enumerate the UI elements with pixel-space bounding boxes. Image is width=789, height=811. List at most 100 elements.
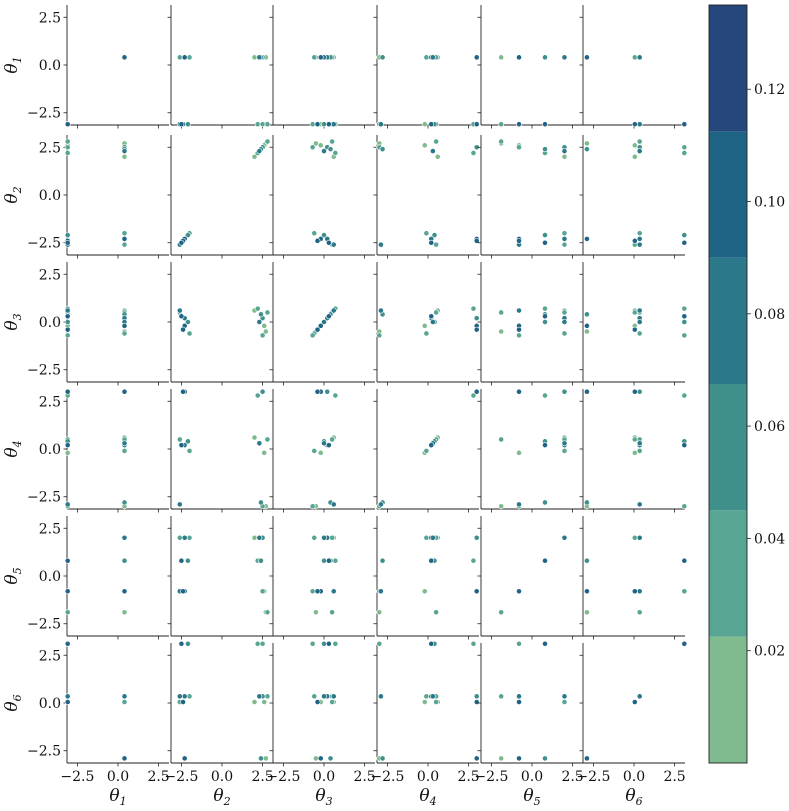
- scatter-point: [256, 148, 263, 154]
- x-tick-label: 0.0: [417, 769, 439, 785]
- panel-r4-c6: [579, 388, 688, 513]
- scatter-point: [516, 237, 522, 244]
- x-tick-label: −2.5: [370, 769, 404, 785]
- scatter-point: [181, 755, 188, 762]
- scatter-point: [254, 305, 261, 312]
- scatter-point: [428, 640, 435, 647]
- scatter-point: [636, 236, 643, 242]
- y-axis-label: θ3: [2, 313, 24, 330]
- scatter-point: [423, 448, 430, 454]
- scatter-point: [516, 699, 522, 705]
- scatter-point: [330, 693, 337, 700]
- scatter-point: [561, 440, 568, 447]
- scatter-point: [321, 440, 327, 447]
- scatter-point: [312, 755, 319, 762]
- y-tick-label: 2.5: [39, 10, 61, 26]
- scatter-point: [681, 144, 688, 151]
- scatter-point: [332, 150, 339, 156]
- scatter-point: [330, 501, 337, 508]
- scatter-point: [423, 230, 430, 237]
- y-tick-label: 0.0: [39, 696, 61, 712]
- scatter-point: [561, 699, 568, 705]
- scatter-point: [561, 148, 568, 154]
- scatter-point: [181, 54, 188, 61]
- scatter-point: [423, 693, 430, 700]
- scatter-point: [473, 388, 480, 395]
- scatter-point: [314, 326, 321, 333]
- scatter-point: [121, 148, 128, 154]
- panel-r4-c2: [167, 388, 273, 513]
- scatter-point: [180, 588, 186, 595]
- scatter-point: [317, 322, 324, 329]
- y-axis-label: θ6: [2, 694, 24, 711]
- panel-r1-c2: [167, 5, 273, 129]
- scatter-point: [321, 640, 327, 647]
- scatter-point: [254, 392, 261, 399]
- scatter-point: [64, 449, 71, 456]
- scatter-point: [64, 121, 71, 128]
- scatter-point: [258, 557, 264, 564]
- panel-r5-c6: [579, 516, 688, 640]
- scatter-point: [681, 150, 688, 156]
- scatter-point: [631, 436, 638, 443]
- scatter-point: [378, 307, 384, 314]
- scatter-point: [584, 557, 590, 564]
- scatter-point: [121, 236, 128, 242]
- scatter-point: [428, 557, 435, 564]
- panel-r5-c4: [373, 516, 480, 640]
- scatter-point: [516, 144, 522, 151]
- scatter-point: [178, 121, 185, 128]
- panel-r2-c1: 2.5 0.0 −2.5 θ2: [2, 135, 169, 259]
- scatter-point: [498, 436, 505, 443]
- panel-r2-c6: [579, 135, 688, 259]
- panel-r4-c4: [373, 388, 480, 513]
- scatter-point: [321, 148, 327, 154]
- scatter-point: [681, 332, 688, 339]
- scatter-point: [428, 442, 435, 449]
- scatter-point: [329, 534, 336, 541]
- scatter-point: [498, 54, 505, 61]
- panel-r1-c1: 2.5 0.0 −2.5 θ1: [2, 5, 169, 129]
- colorbar-segment: [709, 384, 747, 511]
- colorbar-tick-label: 0.12: [754, 82, 785, 98]
- panel-r3-c4: [373, 262, 480, 386]
- scatter-point: [181, 534, 188, 541]
- scatter-point: [542, 392, 548, 399]
- scatter-point: [64, 640, 71, 647]
- scatter-point: [561, 534, 568, 541]
- colorbar-tick-label: 0.10: [754, 195, 785, 211]
- scatter-point: [327, 755, 334, 762]
- scatter-point: [264, 121, 271, 128]
- scatter-point: [309, 121, 316, 128]
- panel-r3-c6: [579, 262, 688, 386]
- scatter-point: [636, 501, 643, 508]
- scatter-point: [376, 640, 383, 647]
- scatter-point: [428, 121, 435, 128]
- scatter-point: [332, 640, 339, 647]
- scatter-point: [262, 755, 269, 762]
- scatter-point: [631, 388, 638, 395]
- panel-r6-c6: −2.5 0.0 2.5 θ6: [576, 640, 688, 808]
- scatter-point: [681, 442, 688, 449]
- scatter-point: [176, 307, 183, 314]
- scatter-point: [473, 54, 480, 61]
- scatter-point: [121, 588, 128, 595]
- scatter-point: [636, 121, 643, 128]
- y-tick-label: −2.5: [27, 490, 61, 506]
- y-tick-label: −2.5: [27, 236, 61, 252]
- scatter-panels: 2.5 0.0 −2.5 θ1 2.5 0.0 −2.5 θ2 2.5 0.0 −2.5 θ3 2.5 0…: [2, 5, 688, 808]
- y-tick-label: 2.5: [39, 267, 61, 283]
- scatter-point: [421, 121, 428, 128]
- scatter-point: [470, 640, 477, 647]
- scatter-point: [631, 237, 638, 244]
- scatter-point: [636, 588, 643, 595]
- x-tick-label: 0.0: [313, 769, 335, 785]
- scatter-point: [180, 388, 186, 395]
- scatter-point: [121, 241, 128, 248]
- scatter-point: [429, 693, 436, 700]
- scatter-point: [584, 140, 590, 147]
- scatter-point: [498, 121, 505, 128]
- scatter-point: [64, 239, 71, 246]
- scatter-point: [542, 499, 548, 506]
- scatter-point: [681, 392, 688, 399]
